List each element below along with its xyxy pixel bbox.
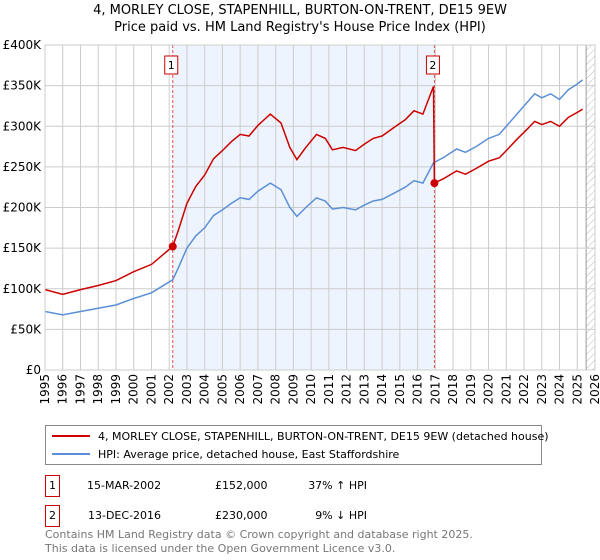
sale-marker: 1 [45,475,60,497]
price-chart: 1995 1996 1997 1998 1999 2000 2001 2002 2003 2004… [3,38,600,405]
x-tick-label: 2022 [517,374,531,405]
x-tick-label: 2003 [180,374,194,405]
footer-line: This data is licensed under the Open Gov… [45,542,396,555]
y-tick-label: £400K [3,38,43,52]
sale-hpi-diff: 37% ↑ HPI [308,479,367,492]
x-tick-label: 2011 [322,374,336,405]
x-tick-label: 2023 [535,374,549,405]
x-tick-label: 2015 [393,374,407,405]
x-tick-label: 2004 [198,374,212,405]
x-tick-label: 2025 [570,374,584,405]
x-tick-label: 2018 [446,374,460,405]
x-tick-label: 2017 [428,374,442,405]
x-tick-label: 1996 [56,374,70,405]
sale-point [168,242,177,251]
sale-point [430,179,439,188]
x-tick-label: 1999 [109,374,123,405]
chart-title: 4, MORLEY CLOSE, STAPENHILL, BURTON-ON-T… [93,3,507,18]
plot-frame [44,44,596,371]
y-tick-label: £350K [3,79,43,93]
x-tick-label: 2013 [357,374,371,405]
sale-hpi-diff: 9% ↓ HPI [315,509,367,522]
x-tick-label: 2026 [588,374,600,405]
legend-swatch-red [52,435,90,437]
x-tick-label: 2020 [482,374,496,405]
sale-row-2: 2 13-DEC-2016 £230,000 9% ↓ HPI [45,505,445,527]
y-tick-label: £100K [3,282,43,296]
sale-row-1: 1 15-MAR-2002 £152,000 37% ↑ HPI [45,475,445,497]
sale-label-box [164,55,179,75]
sale-label-box [425,55,440,75]
x-tick-label: 2009 [286,374,300,405]
sale-price: £152,000 [215,479,268,492]
footer: Contains HM Land Registry data © Crown c… [45,528,473,556]
x-tick-label: 1997 [73,374,87,405]
sale-price: £230,000 [215,509,268,522]
legend-label: 4, MORLEY CLOSE, STAPENHILL, BURTON-ON-T… [98,429,549,443]
sale-label: 2 [429,59,436,72]
x-tick-label: 2010 [304,374,318,405]
x-tick-label: 1995 [38,374,52,405]
legend-label: HPI: Average price, detached house, East… [98,447,400,461]
x-tick-label: 2016 [411,374,425,405]
y-tick-label: £300K [3,119,43,133]
chart-subtitle: Price paid vs. HM Land Registry's House … [114,20,486,35]
y-tick-label: £250K [3,160,43,174]
x-tick-label: 2021 [499,374,513,405]
property-price-line [44,86,583,296]
x-tick-label: 2019 [464,374,478,405]
footer-line: Contains HM Land Registry data © Crown c… [45,528,473,541]
x-tick-label: 2002 [162,374,176,405]
legend: 4, MORLEY CLOSE, STAPENHILL, BURTON-ON-T… [45,425,549,465]
x-tick-label: 2012 [340,374,354,405]
legend-item-property: 4, MORLEY CLOSE, STAPENHILL, BURTON-ON-T… [52,428,549,444]
sale-date: 13-DEC-2016 [88,509,162,522]
sale-label: 1 [168,59,175,72]
sale-date: 15-MAR-2002 [87,479,162,492]
y-tick-label: £200K [3,201,43,215]
x-tick-label: 2008 [269,374,283,405]
legend-item-hpi: HPI: Average price, detached house, East… [52,446,399,462]
x-tick-label: 1998 [91,374,105,405]
x-tick-label: 2024 [553,374,567,405]
y-tick-label: £50K [10,322,42,336]
x-tick-label: 2000 [127,374,141,405]
x-tick-label: 2006 [233,374,247,405]
x-tick-label: 2001 [144,374,158,405]
x-tick-label: 2007 [251,374,265,405]
x-tick-label: 2014 [375,374,389,405]
sale-marker: 2 [45,505,60,527]
y-tick-label: £150K [3,241,43,255]
legend-swatch-blue [52,453,90,455]
hpi-line [44,79,584,316]
x-tick-label: 2005 [215,374,229,405]
y-tick-label: £0 [26,363,41,377]
